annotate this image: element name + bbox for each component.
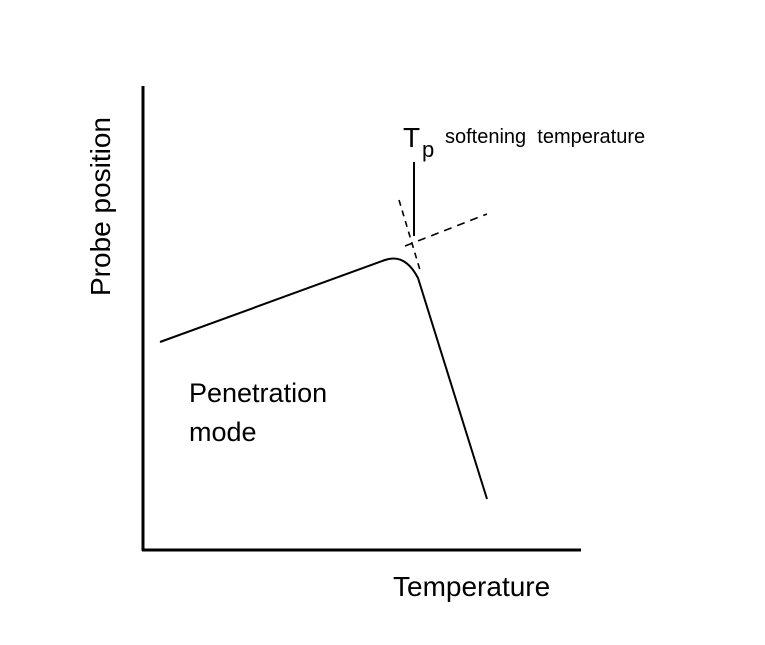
baseline-extrapolation-dashed: [404, 213, 488, 247]
mode-label-line1: Penetration: [189, 378, 327, 408]
penetration-extrapolation-dashed: [398, 199, 421, 271]
tp-description: softening temperature: [445, 126, 645, 148]
probe-position-curve: [159, 257, 488, 500]
tp-subscript: p: [422, 137, 434, 162]
tp-symbol: T: [403, 122, 420, 153]
mode-label-line2: mode: [189, 417, 257, 447]
x-axis-label: Temperature: [393, 571, 550, 602]
y-axis-label: Probe position: [85, 117, 116, 296]
